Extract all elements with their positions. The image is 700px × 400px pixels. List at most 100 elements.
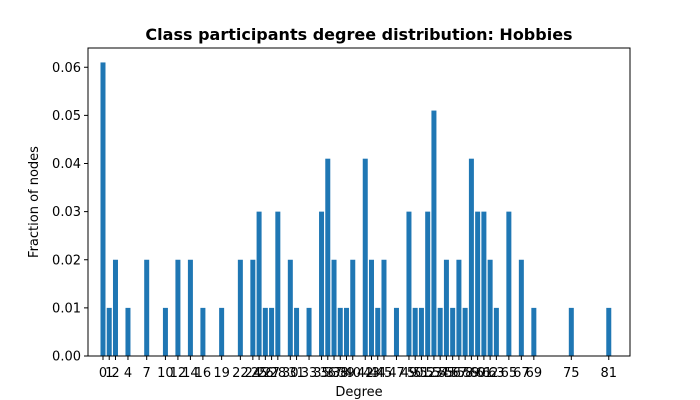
bar-degree-45 xyxy=(381,259,387,356)
x-tick-label: 50 xyxy=(407,366,424,381)
bar-degree-0 xyxy=(100,62,106,356)
x-tick-label: 62 xyxy=(482,366,499,381)
bar-degree-26 xyxy=(262,307,268,357)
bar-degree-31 xyxy=(294,307,300,357)
x-tick-label: 55 xyxy=(438,366,455,381)
bar-degree-4 xyxy=(125,307,131,357)
bar-degree-38 xyxy=(337,307,343,357)
x-tick-label: 14 xyxy=(182,366,199,381)
bars-group xyxy=(100,62,612,357)
bar-degree-12 xyxy=(175,259,181,356)
y-tick-label: 0.01 xyxy=(52,301,81,316)
chart-title: Class participants degree distribution: … xyxy=(145,25,572,44)
x-tick-label: 7 xyxy=(143,366,151,381)
bar-degree-52 xyxy=(425,211,431,357)
x-tick-label: 37 xyxy=(326,366,343,381)
y-tick-label: 0.03 xyxy=(52,205,81,220)
x-tick-label: 36 xyxy=(320,366,337,381)
y-axis: 0.00 0.01 0.02 0.03 0.04 0.05 0.06 xyxy=(52,61,88,365)
x-tick-label: 38 xyxy=(332,366,349,381)
x-tick-label: 43 xyxy=(363,366,380,381)
bar-degree-51 xyxy=(418,307,424,357)
bar-degree-60 xyxy=(475,211,481,357)
x-tick-label: 16 xyxy=(195,366,212,381)
bar-degree-1 xyxy=(106,307,112,357)
x-tick-label: 33 xyxy=(301,366,318,381)
x-tick-label: 2 xyxy=(111,366,119,381)
bar-degree-19 xyxy=(219,307,225,357)
x-tick-label: 59 xyxy=(463,366,480,381)
x-tick-label: 45 xyxy=(376,366,393,381)
x-tick-label: 53 xyxy=(426,366,443,381)
bar-degree-25 xyxy=(256,211,262,357)
x-tick-label: 75 xyxy=(563,366,580,381)
x-tick-label: 28 xyxy=(270,366,287,381)
bar-degree-55 xyxy=(443,259,449,356)
bar-degree-54 xyxy=(437,307,443,357)
x-tick-label: 57 xyxy=(451,366,468,381)
x-tick-label: 40 xyxy=(344,366,361,381)
x-tick-label: 47 xyxy=(388,366,405,381)
x-tick-label: 81 xyxy=(600,366,617,381)
y-tick-label: 0.06 xyxy=(52,61,81,76)
x-tick-label: 58 xyxy=(457,366,474,381)
x-tick-label: 65 xyxy=(501,366,518,381)
bar-degree-39 xyxy=(344,307,350,357)
bar-degree-49 xyxy=(406,211,412,357)
x-tick-label: 27 xyxy=(263,366,280,381)
x-tick-label: 61 xyxy=(476,366,493,381)
bar-degree-47 xyxy=(393,307,399,357)
x-tick-label: 19 xyxy=(213,366,230,381)
y-axis-label: Fraction of nodes xyxy=(27,146,42,258)
x-tick-label: 67 xyxy=(513,366,530,381)
x-tick-label: 10 xyxy=(157,366,174,381)
bar-degree-7 xyxy=(144,259,150,356)
x-tick-label: 4 xyxy=(124,366,132,381)
y-tick-label: 0.02 xyxy=(52,253,81,268)
x-tick-label: 12 xyxy=(170,366,187,381)
x-tick-label: 60 xyxy=(469,366,486,381)
x-tick-label: 1 xyxy=(105,366,113,381)
bar-degree-10 xyxy=(162,307,168,357)
bar-degree-50 xyxy=(412,307,418,357)
bar-degree-16 xyxy=(200,307,206,357)
bar-degree-28 xyxy=(275,211,281,357)
bar-degree-30 xyxy=(287,259,293,356)
y-tick-label: 0.04 xyxy=(52,157,81,172)
bar-degree-63 xyxy=(493,307,499,357)
x-tick-label: 39 xyxy=(338,366,355,381)
bar-degree-36 xyxy=(325,158,331,356)
bar-degree-22 xyxy=(237,259,243,356)
x-tick-label: 0 xyxy=(99,366,107,381)
y-tick-label: 0.00 xyxy=(52,350,81,365)
x-tick-label: 24 xyxy=(245,366,262,381)
bar-degree-57 xyxy=(456,259,462,356)
bar-degree-75 xyxy=(568,307,574,357)
bar-degree-44 xyxy=(375,307,381,357)
x-tick-label: 31 xyxy=(288,366,305,381)
bar-degree-59 xyxy=(468,158,474,356)
x-tick-label: 26 xyxy=(257,366,274,381)
x-tick-label: 35 xyxy=(313,366,330,381)
bar-degree-65 xyxy=(506,211,512,357)
x-tick-label: 51 xyxy=(413,366,430,381)
bar-degree-35 xyxy=(319,211,325,357)
x-tick-label: 44 xyxy=(369,366,386,381)
bar-degree-53 xyxy=(431,110,437,356)
bar-degree-62 xyxy=(487,259,493,356)
x-tick-label: 56 xyxy=(444,366,461,381)
bar-degree-61 xyxy=(481,211,487,357)
x-tick-label: 69 xyxy=(526,366,543,381)
x-tick-label: 52 xyxy=(419,366,436,381)
x-axis-label: Degree xyxy=(335,385,382,400)
x-tick-label: 54 xyxy=(432,366,449,381)
x-tick-label: 25 xyxy=(251,366,268,381)
bar-degree-27 xyxy=(269,307,275,357)
bar-degree-69 xyxy=(531,307,537,357)
x-tick-label: 22 xyxy=(232,366,249,381)
bar-degree-58 xyxy=(462,307,468,357)
bar-degree-43 xyxy=(368,259,374,356)
bar-degree-24 xyxy=(250,259,256,356)
